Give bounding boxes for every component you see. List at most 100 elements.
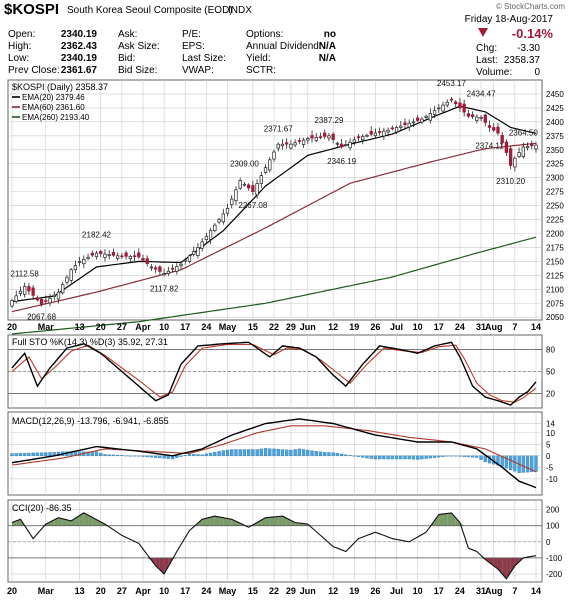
y-tick-label: 2150 bbox=[546, 257, 564, 266]
quote-label: Ask: bbox=[118, 29, 137, 40]
chg-label: Chg: bbox=[476, 43, 497, 54]
candle-body bbox=[61, 285, 64, 293]
candle-body bbox=[239, 180, 242, 188]
macd-histogram-bar bbox=[513, 456, 516, 471]
cci-overbought-fill bbox=[443, 513, 447, 525]
macd-histogram-bar bbox=[209, 453, 212, 456]
macd-histogram-bar bbox=[399, 456, 402, 459]
candle-body bbox=[399, 126, 402, 127]
macd-histogram-bar bbox=[302, 449, 305, 455]
candle-body bbox=[32, 288, 35, 296]
candle-body bbox=[142, 258, 145, 260]
header: $KOSPI South Korea Seoul Composite (EOD)… bbox=[4, 1, 565, 78]
macd-histogram-bar bbox=[40, 453, 43, 456]
macd-histogram-bar bbox=[357, 456, 360, 457]
macd-histogram-bar bbox=[374, 456, 377, 459]
y-tick-label: -10 bbox=[546, 475, 558, 484]
macd-histogram-bar bbox=[23, 453, 26, 456]
macd-histogram-bar bbox=[535, 456, 538, 472]
y-tick-label: 2375 bbox=[546, 132, 564, 141]
x-tick-label: May bbox=[219, 322, 237, 332]
candle-body bbox=[184, 260, 187, 261]
macd-histogram-bar bbox=[247, 449, 250, 455]
candle-body bbox=[353, 140, 356, 142]
y-tick-label: 50 bbox=[546, 368, 555, 377]
x-tick-label: 20 bbox=[7, 586, 17, 596]
candle-body bbox=[222, 214, 225, 222]
macd-histogram-bar bbox=[251, 449, 254, 455]
candle-body bbox=[256, 184, 259, 195]
macd-histogram-bar bbox=[99, 453, 102, 456]
macd-histogram-bar bbox=[175, 456, 178, 458]
macd-histogram-bar bbox=[332, 453, 335, 456]
macd-histogram-bar bbox=[480, 456, 483, 460]
macd-histogram-bar bbox=[349, 455, 352, 456]
x-tick-label: 13 bbox=[75, 322, 85, 332]
macd-title: MACD(12,26,9) -13.796, -6.941, -6.855 bbox=[12, 416, 169, 426]
y-tick-label: 2075 bbox=[546, 299, 564, 308]
candle-body bbox=[522, 147, 525, 156]
cci-overbought-fill bbox=[270, 517, 274, 526]
macd-histogram-bar bbox=[137, 456, 140, 457]
macd-histogram-bar bbox=[450, 456, 453, 457]
candle-body bbox=[404, 123, 407, 125]
quote-label: EPS: bbox=[182, 41, 205, 52]
macd-histogram-bar bbox=[234, 449, 237, 455]
macd-histogram-bar bbox=[382, 456, 385, 459]
macd-histogram-bar bbox=[281, 449, 284, 455]
macd-histogram-bar bbox=[475, 456, 478, 458]
x-tick-label: 10 bbox=[159, 586, 169, 596]
y-tick-label: 200 bbox=[546, 506, 560, 515]
macd-histogram-bar bbox=[294, 449, 297, 455]
candle-body bbox=[171, 268, 174, 269]
macd-histogram-bar bbox=[361, 456, 364, 458]
x-tick-label: Aug bbox=[485, 586, 503, 596]
macd-histogram-bar bbox=[433, 456, 436, 458]
candle-body bbox=[391, 128, 394, 129]
x-tick-label: 7 bbox=[512, 322, 517, 332]
candle-body bbox=[395, 127, 398, 132]
x-tick-label: 24 bbox=[201, 322, 211, 332]
y-tick-label: 5 bbox=[546, 440, 551, 449]
quote-label: Ask Size: bbox=[118, 41, 160, 52]
price-annotation: 2371.67 bbox=[264, 125, 293, 134]
macd-histogram-bar bbox=[268, 449, 271, 456]
candle-body bbox=[505, 142, 508, 153]
down-arrow-icon bbox=[478, 28, 488, 37]
macd-histogram-bar bbox=[222, 451, 225, 456]
cci-panel-frame bbox=[8, 500, 542, 582]
x-tick-label: Mar bbox=[38, 322, 55, 332]
legend-entry: EMA(20) 2379.46 bbox=[22, 93, 85, 102]
sto-title: Full STO %K(14,3) %D(3) 35.92, 27.31 bbox=[12, 337, 168, 347]
x-tick-label: 24 bbox=[201, 586, 211, 596]
quote-value: 2361.67 bbox=[61, 65, 98, 76]
candle-body bbox=[49, 298, 52, 303]
x-tick-label: Jun bbox=[300, 586, 316, 596]
y-tick-label: 2200 bbox=[546, 229, 564, 238]
y-tick-label: 2100 bbox=[546, 285, 564, 294]
legend-entry: EMA(60) 2361.60 bbox=[22, 103, 85, 112]
macd-histogram-bar bbox=[289, 450, 292, 456]
macd-histogram-bar bbox=[458, 456, 461, 457]
x-tick-label: 15 bbox=[248, 322, 258, 332]
x-tick-label: 7 bbox=[512, 586, 517, 596]
cci-overbought-fill bbox=[266, 517, 270, 525]
candle-body bbox=[11, 300, 14, 306]
quote-value: 2340.19 bbox=[61, 29, 98, 40]
macd-histogram-bar bbox=[125, 456, 128, 457]
macd-histogram-bar bbox=[446, 456, 449, 457]
candle-body bbox=[87, 257, 90, 258]
candle-body bbox=[36, 298, 39, 300]
candle-body bbox=[218, 220, 221, 222]
candle-body bbox=[387, 130, 390, 132]
macd-histogram-bar bbox=[264, 448, 267, 455]
price-annotation: 2112.58 bbox=[11, 269, 40, 278]
quote-label: Low: bbox=[8, 53, 29, 64]
x-tick-label: Mar bbox=[38, 586, 55, 596]
price-annotation: 2453.17 bbox=[437, 79, 466, 88]
candle-body bbox=[192, 252, 195, 255]
y-tick-label: -100 bbox=[546, 554, 563, 563]
x-tick-label: Jul bbox=[390, 586, 403, 596]
candle-body bbox=[23, 287, 26, 295]
